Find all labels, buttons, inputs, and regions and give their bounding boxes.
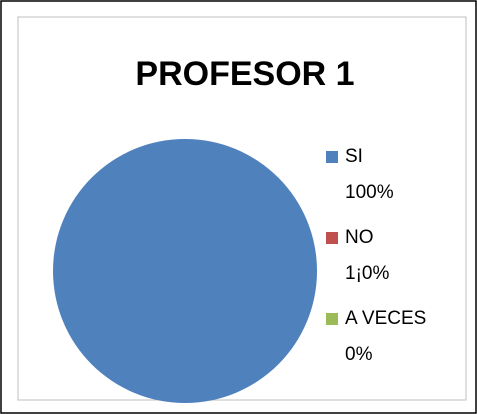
legend-swatch (326, 151, 338, 163)
chart-title: PROFESOR 1 (135, 55, 354, 93)
legend-label: NO (345, 227, 374, 248)
legend-value: 0% (345, 344, 373, 365)
legend-value: 100% (345, 182, 394, 203)
legend-swatch (326, 232, 338, 244)
legend-label: SI (345, 146, 363, 167)
legend-label: A VECES (345, 308, 426, 329)
legend-value: 1¡0% (345, 263, 389, 284)
legend-swatch (326, 313, 338, 325)
pie-slice (53, 139, 317, 403)
